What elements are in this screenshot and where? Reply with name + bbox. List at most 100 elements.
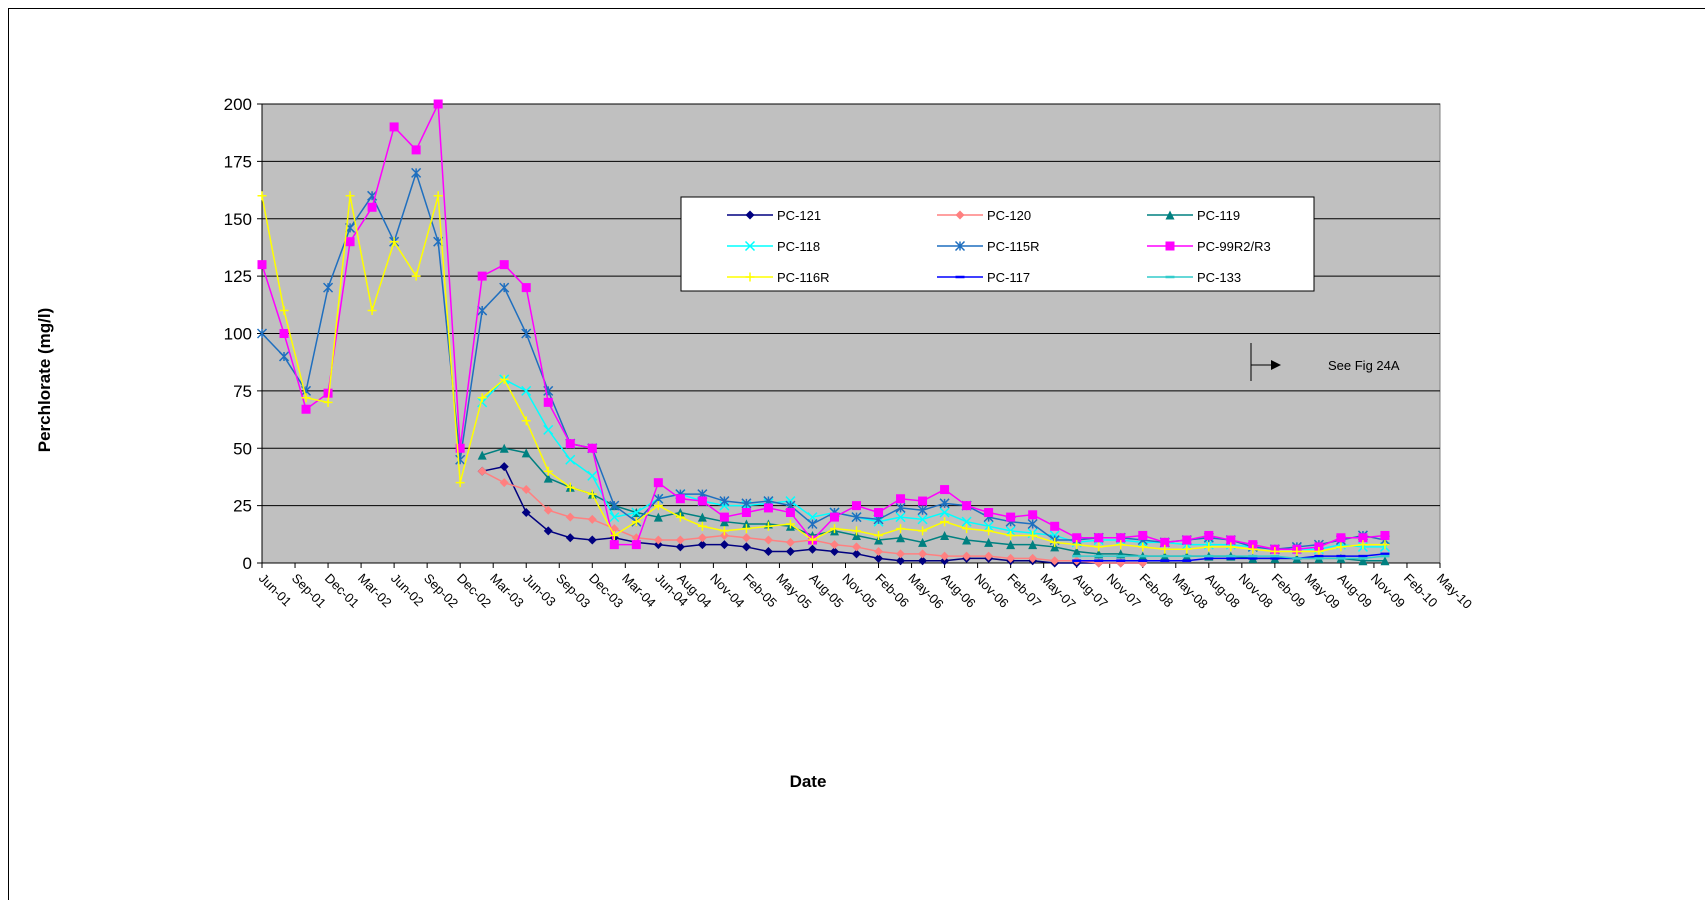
- marker: [874, 530, 884, 540]
- marker: [1138, 530, 1148, 540]
- marker: [565, 512, 575, 522]
- y-tick-label: 50: [233, 439, 252, 458]
- marker: [609, 530, 619, 540]
- marker: [962, 535, 972, 545]
- marker: [785, 519, 795, 529]
- marker: [1072, 533, 1082, 543]
- marker: [896, 549, 906, 559]
- marker: [1028, 530, 1038, 540]
- marker: [745, 210, 755, 220]
- marker: [1358, 556, 1368, 566]
- marker: [940, 551, 950, 561]
- marker: [411, 145, 421, 155]
- marker: [984, 526, 994, 536]
- marker: [984, 537, 994, 547]
- marker: [257, 260, 267, 270]
- marker: [257, 191, 267, 201]
- legend: PC-121 PC-120 PC-119 PC-118 PC-115R PC-99R2/R…: [680, 196, 1315, 292]
- marker: [940, 530, 950, 540]
- marker: [1248, 540, 1258, 550]
- marker: [1336, 533, 1346, 543]
- marker: [543, 526, 553, 536]
- marker: [1314, 542, 1324, 552]
- marker: [918, 526, 928, 536]
- marker: [874, 553, 884, 563]
- marker: [1165, 241, 1175, 251]
- series-line: [261, 195, 1385, 553]
- series-line: [261, 101, 1386, 550]
- marker: [1292, 547, 1302, 557]
- marker: [741, 542, 751, 552]
- marker: [1027, 518, 1038, 530]
- marker: [631, 517, 641, 527]
- legend-label: PC-119: [1197, 208, 1240, 223]
- marker: [984, 508, 994, 518]
- marker: [954, 240, 966, 252]
- series-line: [481, 378, 1385, 550]
- marker: [917, 505, 928, 516]
- marker: [367, 306, 377, 316]
- marker: [279, 306, 289, 316]
- legend-label: PC-118: [777, 239, 820, 254]
- marker: [1028, 553, 1038, 563]
- marker: [852, 530, 862, 540]
- marker: [1005, 525, 1016, 536]
- marker: [962, 524, 972, 534]
- marker: [455, 478, 465, 488]
- marker: [741, 519, 751, 529]
- marker: [829, 540, 839, 550]
- marker: [345, 237, 355, 247]
- marker: [1160, 544, 1170, 554]
- marker: [1204, 542, 1214, 552]
- marker: [874, 508, 884, 518]
- marker: [521, 283, 531, 293]
- legend-label: PC-99R2/R3: [1197, 239, 1271, 254]
- marker: [1050, 556, 1060, 566]
- legend-entry: PC-117: [937, 270, 1030, 285]
- marker: [851, 512, 862, 523]
- marker: [1380, 530, 1390, 540]
- marker: [940, 485, 950, 495]
- marker: [631, 540, 641, 550]
- marker: [587, 470, 598, 481]
- marker: [521, 416, 531, 426]
- marker: [940, 517, 950, 527]
- marker: [1314, 547, 1324, 557]
- marker: [521, 448, 531, 458]
- marker: [962, 551, 972, 561]
- marker: [411, 271, 421, 281]
- marker: [653, 535, 663, 545]
- y-tick-label: 0: [243, 554, 252, 573]
- legend-label: PC-115R: [987, 239, 1040, 254]
- marker: [874, 535, 884, 545]
- legend-label: PC-121: [777, 208, 821, 223]
- marker: [785, 508, 795, 518]
- marker: [896, 556, 906, 566]
- marker: [1160, 537, 1170, 547]
- marker: [1072, 547, 1082, 557]
- marker: [653, 540, 663, 550]
- marker: [745, 272, 755, 282]
- marker: [697, 496, 707, 506]
- marker: [962, 501, 972, 511]
- marker: [1006, 540, 1016, 550]
- marker: [631, 507, 642, 518]
- marker: [543, 505, 553, 515]
- marker: [1358, 533, 1368, 543]
- marker: [301, 404, 311, 414]
- marker: [955, 210, 965, 220]
- marker: [653, 501, 663, 511]
- marker: [939, 498, 950, 509]
- marker: [1116, 533, 1126, 543]
- marker: [939, 507, 950, 518]
- marker: [917, 514, 928, 525]
- marker: [521, 508, 531, 518]
- y-tick-label: 25: [233, 497, 252, 516]
- marker: [477, 397, 488, 408]
- marker: [785, 547, 795, 557]
- marker: [587, 535, 597, 545]
- marker: [829, 524, 839, 534]
- marker: [763, 521, 773, 531]
- marker: [1006, 512, 1016, 522]
- marker: [433, 99, 443, 109]
